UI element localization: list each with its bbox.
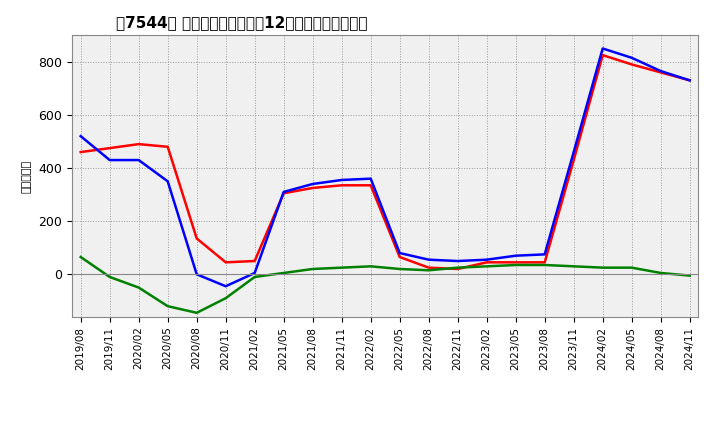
営業CF bbox=[308, 185, 317, 191]
営業CF bbox=[482, 260, 491, 265]
投資CF bbox=[221, 296, 230, 301]
営業CF bbox=[570, 158, 578, 163]
営業CF bbox=[511, 260, 520, 265]
投資CF bbox=[482, 264, 491, 269]
フリーCF bbox=[192, 271, 201, 277]
営業CF bbox=[657, 70, 665, 75]
営業CF bbox=[221, 260, 230, 265]
営業CF bbox=[279, 191, 288, 196]
営業CF bbox=[598, 52, 607, 58]
投資CF bbox=[424, 268, 433, 273]
営業CF bbox=[338, 183, 346, 188]
フリーCF bbox=[395, 250, 404, 256]
フリーCF bbox=[511, 253, 520, 258]
投資CF bbox=[657, 270, 665, 275]
Y-axis label: （百万円）: （百万円） bbox=[22, 159, 32, 193]
投資CF bbox=[598, 265, 607, 270]
投資CF bbox=[541, 262, 549, 268]
営業CF bbox=[366, 183, 375, 188]
フリーCF bbox=[598, 46, 607, 51]
フリーCF bbox=[76, 133, 85, 139]
投資CF bbox=[570, 264, 578, 269]
フリーCF bbox=[454, 258, 462, 264]
フリーCF bbox=[570, 150, 578, 155]
フリーCF bbox=[541, 252, 549, 257]
投資CF bbox=[511, 262, 520, 268]
営業CF bbox=[76, 150, 85, 155]
Line: フリーCF: フリーCF bbox=[81, 48, 690, 286]
Line: 営業CF: 営業CF bbox=[81, 55, 690, 269]
投資CF bbox=[366, 264, 375, 269]
投資CF bbox=[685, 273, 694, 278]
営業CF bbox=[251, 258, 259, 264]
営業CF bbox=[135, 142, 143, 147]
フリーCF bbox=[685, 78, 694, 83]
営業CF bbox=[627, 62, 636, 67]
投資CF bbox=[192, 310, 201, 315]
営業CF bbox=[541, 260, 549, 265]
フリーCF bbox=[366, 176, 375, 181]
投資CF bbox=[76, 254, 85, 260]
投資CF bbox=[338, 265, 346, 270]
営業CF bbox=[685, 78, 694, 83]
投資CF bbox=[163, 304, 172, 309]
フリーCF bbox=[482, 257, 491, 262]
Text: ［7544］ キャッシュフローの12か月移動合計の推移: ［7544］ キャッシュフローの12か月移動合計の推移 bbox=[116, 15, 367, 30]
投資CF bbox=[627, 265, 636, 270]
営業CF bbox=[105, 146, 114, 151]
営業CF bbox=[163, 144, 172, 150]
フリーCF bbox=[338, 177, 346, 183]
フリーCF bbox=[424, 257, 433, 262]
フリーCF bbox=[221, 284, 230, 289]
Line: 投資CF: 投資CF bbox=[81, 257, 690, 313]
営業CF bbox=[424, 265, 433, 270]
フリーCF bbox=[163, 179, 172, 184]
投資CF bbox=[279, 270, 288, 275]
営業CF bbox=[395, 254, 404, 260]
投資CF bbox=[395, 266, 404, 271]
投資CF bbox=[105, 274, 114, 279]
投資CF bbox=[308, 266, 317, 271]
フリーCF bbox=[657, 69, 665, 74]
フリーCF bbox=[105, 158, 114, 163]
営業CF bbox=[454, 266, 462, 271]
投資CF bbox=[251, 274, 259, 279]
フリーCF bbox=[308, 181, 317, 187]
フリーCF bbox=[135, 158, 143, 163]
フリーCF bbox=[627, 55, 636, 60]
営業CF bbox=[192, 236, 201, 241]
投資CF bbox=[135, 285, 143, 290]
フリーCF bbox=[279, 189, 288, 194]
投資CF bbox=[454, 265, 462, 270]
フリーCF bbox=[251, 270, 259, 275]
